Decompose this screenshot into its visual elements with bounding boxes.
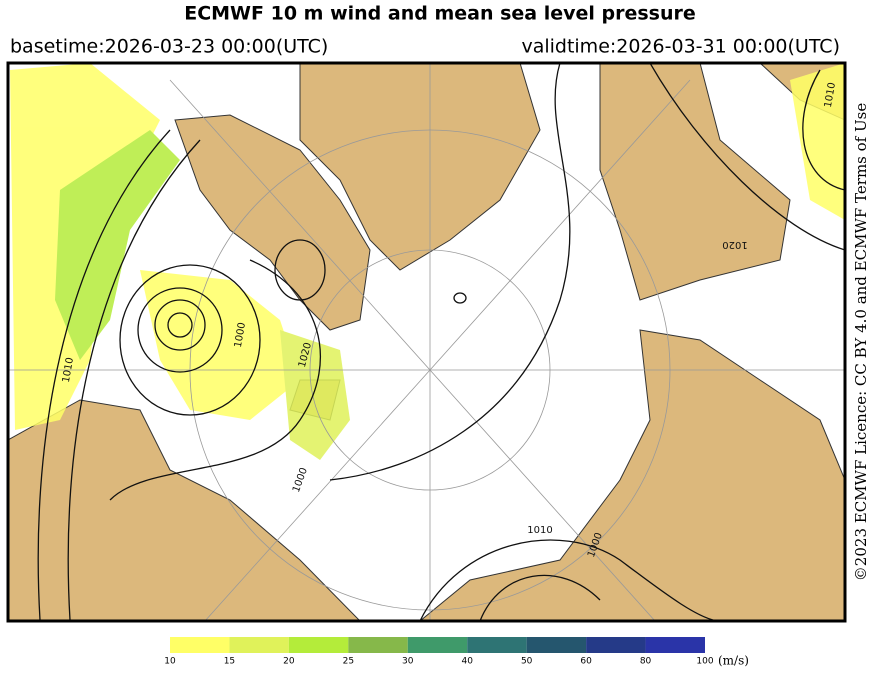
contour-label: 1010 (61, 357, 76, 384)
colorbar-tick-label: 50 (521, 657, 533, 667)
colorbar-unit: (m/s) (718, 654, 749, 668)
colorbar-tick-label: 100 (696, 657, 713, 667)
colorbar-segment (348, 637, 408, 653)
colorbar-segment (645, 637, 705, 653)
colorbar-tick-label: 40 (461, 657, 473, 667)
licence: ©2023 ECMWF Licence: CC BY 4.0 and ECMWF… (852, 103, 870, 582)
colorbar-segment (170, 637, 230, 653)
colorbar-segment (586, 637, 646, 653)
map-frame (6, 61, 847, 623)
colorbar-segment (526, 637, 587, 653)
colorbar-segment (467, 637, 527, 653)
colorbar-segment (288, 637, 349, 653)
colorbar-tick-label: 15 (224, 657, 235, 667)
colorbar-tick-label: 80 (640, 657, 652, 667)
validtime: validtime:2026-03-31 00:00(UTC) (521, 36, 840, 58)
colorbar-tick-label: 25 (343, 657, 354, 667)
colorbar-tick-label: 60 (580, 657, 592, 667)
colorbar-tick-label: 10 (164, 657, 176, 667)
colorbar-tick-label: 20 (283, 657, 295, 667)
colorbar-tick-label: 30 (402, 657, 414, 667)
colorbar-segment (229, 637, 289, 653)
contour-label: 1000 (233, 322, 248, 349)
contour-label: 1020 (722, 239, 747, 250)
contour-label: 1010 (823, 82, 838, 109)
basetime: basetime:2026-03-23 00:00(UTC) (10, 36, 328, 58)
colorbar-segment (407, 637, 468, 653)
contour-label: 1010 (527, 525, 552, 536)
title: ECMWF 10 m wind and mean sea level press… (184, 3, 696, 25)
colorbar: 10 15 20 25 30 40 50 60 80 100 (164, 637, 714, 667)
